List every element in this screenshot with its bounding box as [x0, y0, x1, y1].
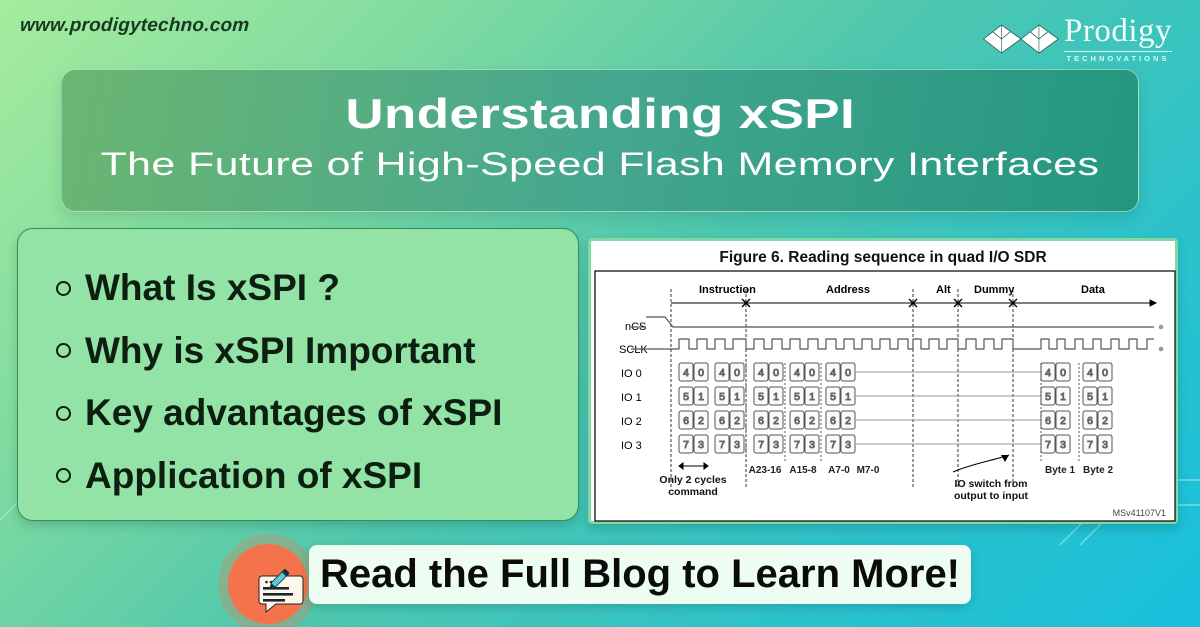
- svg-text:4: 4: [830, 367, 836, 379]
- svg-text:2: 2: [845, 415, 851, 427]
- svg-text:A15-8: A15-8: [789, 465, 817, 476]
- svg-text:2: 2: [1060, 415, 1066, 427]
- svg-text:Byte 2: Byte 2: [1083, 465, 1113, 476]
- svg-text:6: 6: [794, 415, 800, 427]
- svg-text:3: 3: [1102, 439, 1108, 451]
- svg-text:Dummy: Dummy: [974, 284, 1015, 296]
- svg-text:SCLK: SCLK: [619, 344, 648, 356]
- svg-text:1: 1: [1102, 391, 1108, 403]
- svg-text:IO 0: IO 0: [621, 368, 642, 380]
- svg-text:2: 2: [734, 415, 740, 427]
- svg-text:4: 4: [794, 367, 800, 379]
- svg-text:7: 7: [830, 439, 836, 451]
- svg-text:5: 5: [1045, 391, 1051, 403]
- svg-text:5: 5: [794, 391, 800, 403]
- svg-text:0: 0: [734, 367, 740, 379]
- svg-text:4: 4: [1045, 367, 1051, 379]
- svg-text:0: 0: [809, 367, 815, 379]
- svg-text:2: 2: [1102, 415, 1108, 427]
- svg-text:IO 2: IO 2: [621, 416, 642, 428]
- svg-text:7: 7: [683, 439, 689, 451]
- svg-text:4: 4: [758, 367, 764, 379]
- svg-text:3: 3: [773, 439, 779, 451]
- svg-text:4: 4: [683, 367, 689, 379]
- svg-text:3: 3: [1060, 439, 1066, 451]
- svg-text:1: 1: [773, 391, 779, 403]
- svg-text:3: 3: [698, 439, 704, 451]
- svg-text:Alt: Alt: [936, 284, 951, 296]
- svg-text:0: 0: [1102, 367, 1108, 379]
- svg-text:7: 7: [758, 439, 764, 451]
- svg-text:3: 3: [845, 439, 851, 451]
- svg-text:7: 7: [1087, 439, 1093, 451]
- svg-text:0: 0: [845, 367, 851, 379]
- svg-text:5: 5: [1087, 391, 1093, 403]
- svg-text:0: 0: [698, 367, 704, 379]
- svg-text:A7-0: A7-0: [828, 465, 850, 476]
- svg-text:command: command: [668, 486, 718, 498]
- svg-text:IO 1: IO 1: [621, 392, 642, 404]
- svg-text:A23-16: A23-16: [749, 465, 782, 476]
- svg-text:6: 6: [1045, 415, 1051, 427]
- svg-text:4: 4: [1087, 367, 1093, 379]
- svg-text:IO 3: IO 3: [621, 440, 642, 452]
- svg-text:M7-0: M7-0: [857, 465, 880, 476]
- svg-text:5: 5: [683, 391, 689, 403]
- svg-text:4: 4: [719, 367, 725, 379]
- svg-text:1: 1: [734, 391, 740, 403]
- svg-text:0: 0: [1060, 367, 1066, 379]
- svg-text:5: 5: [719, 391, 725, 403]
- svg-text:6: 6: [1087, 415, 1093, 427]
- svg-text:Address: Address: [826, 284, 870, 296]
- svg-text:2: 2: [809, 415, 815, 427]
- svg-text:6: 6: [758, 415, 764, 427]
- svg-text:3: 3: [809, 439, 815, 451]
- svg-text:1: 1: [809, 391, 815, 403]
- svg-text:Data: Data: [1081, 284, 1106, 296]
- svg-text:6: 6: [719, 415, 725, 427]
- svg-text:Only 2 cycles: Only 2 cycles: [659, 474, 726, 486]
- svg-text:7: 7: [1045, 439, 1051, 451]
- svg-text:5: 5: [758, 391, 764, 403]
- svg-text:3: 3: [734, 439, 740, 451]
- svg-text:7: 7: [794, 439, 800, 451]
- svg-text:1: 1: [1060, 391, 1066, 403]
- svg-text:1: 1: [845, 391, 851, 403]
- svg-text:0: 0: [773, 367, 779, 379]
- svg-text:MSv41107V1: MSv41107V1: [1113, 508, 1166, 518]
- svg-text:7: 7: [719, 439, 725, 451]
- svg-text:Instruction: Instruction: [699, 284, 756, 296]
- svg-text:output to input: output to input: [954, 490, 1029, 502]
- svg-text:6: 6: [683, 415, 689, 427]
- svg-text:Byte 1: Byte 1: [1045, 465, 1075, 476]
- svg-text:1: 1: [698, 391, 704, 403]
- svg-text:5: 5: [830, 391, 836, 403]
- svg-text:2: 2: [773, 415, 779, 427]
- svg-text:2: 2: [698, 415, 704, 427]
- svg-text:6: 6: [830, 415, 836, 427]
- svg-text:IO switch from: IO switch from: [955, 478, 1028, 490]
